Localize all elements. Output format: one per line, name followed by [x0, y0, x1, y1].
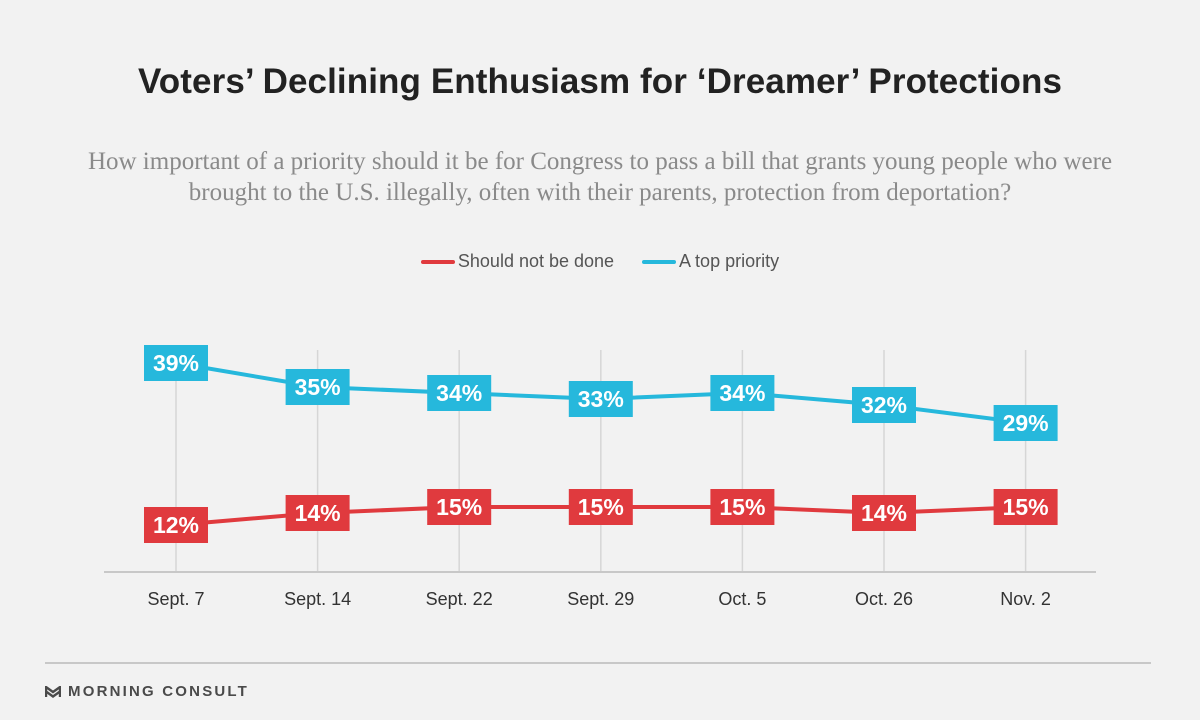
data-label: 35% [295, 374, 341, 400]
data-label-box [852, 387, 916, 423]
data-label-box [852, 495, 916, 531]
data-label: 39% [153, 350, 199, 376]
legend-label-top-priority: A top priority [679, 251, 780, 271]
data-point: 15% [568, 489, 633, 525]
data-label: 15% [578, 494, 624, 520]
data-label-box [427, 375, 492, 411]
data-label-box [144, 345, 208, 381]
x-tick-label: Sept. 22 [426, 589, 493, 609]
data-label: 33% [578, 386, 624, 412]
legend-label-should-not-be-done: Should not be done [457, 251, 615, 271]
data-label: 15% [436, 494, 482, 520]
data-label-box [568, 489, 633, 525]
data-label-box [568, 381, 633, 417]
data-label: 12% [153, 512, 199, 538]
data-point: 34% [427, 375, 492, 411]
data-point: 12% [144, 507, 208, 543]
data-point: 39% [144, 345, 208, 381]
chart-title: Voters’ Declining Enthusiasm for ‘Dreame… [137, 62, 1063, 101]
x-tick-label: Sept. 29 [567, 589, 634, 609]
brand-name: MORNING CONSULT [68, 683, 250, 700]
data-point: 34% [710, 375, 775, 411]
x-tick-label: Oct. 26 [855, 589, 913, 609]
legend-item-should-not-be-done: Should not be done [420, 251, 615, 272]
data-label: 32% [861, 392, 907, 418]
data-label-box [710, 489, 775, 525]
data-label: 15% [719, 494, 765, 520]
data-label: 15% [1003, 494, 1049, 520]
data-label-box [144, 507, 208, 543]
legend-item-top-priority: A top priority [642, 251, 779, 272]
data-point: 15% [427, 489, 492, 525]
data-label: 34% [436, 380, 482, 406]
data-point: 14% [852, 495, 916, 531]
data-point: 29% [993, 405, 1058, 441]
data-label: 14% [861, 500, 907, 526]
legend-swatch-top-priority [642, 259, 677, 264]
data-label-box [710, 375, 775, 411]
data-label-box [993, 489, 1058, 525]
morning-consult-logo-icon [45, 685, 61, 698]
data-point: 14% [285, 495, 350, 531]
data-label: 34% [719, 380, 765, 406]
data-label: 14% [295, 500, 341, 526]
data-point: 35% [285, 369, 350, 405]
data-label: 29% [1003, 410, 1049, 436]
footer-divider [45, 662, 1151, 664]
legend-swatch-should-not-be-done [420, 259, 455, 264]
data-point: 32% [852, 387, 916, 423]
x-tick-label: Nov. 2 [1000, 589, 1051, 609]
legend: Should not be done A top priority [0, 251, 1200, 272]
chart-subtitle: How important of a priority should it be… [87, 148, 1113, 206]
x-tick-label: Sept. 14 [284, 589, 351, 609]
data-label-box [427, 489, 492, 525]
data-point: 33% [568, 381, 633, 417]
data-label-box [993, 405, 1058, 441]
brand: MORNING CONSULT [45, 683, 249, 700]
data-point: 15% [993, 489, 1058, 525]
data-label-box [285, 369, 350, 405]
data-label-box [285, 495, 350, 531]
data-point: 15% [710, 489, 775, 525]
x-tick-label: Oct. 5 [718, 589, 766, 609]
x-tick-label: Sept. 7 [147, 589, 204, 609]
